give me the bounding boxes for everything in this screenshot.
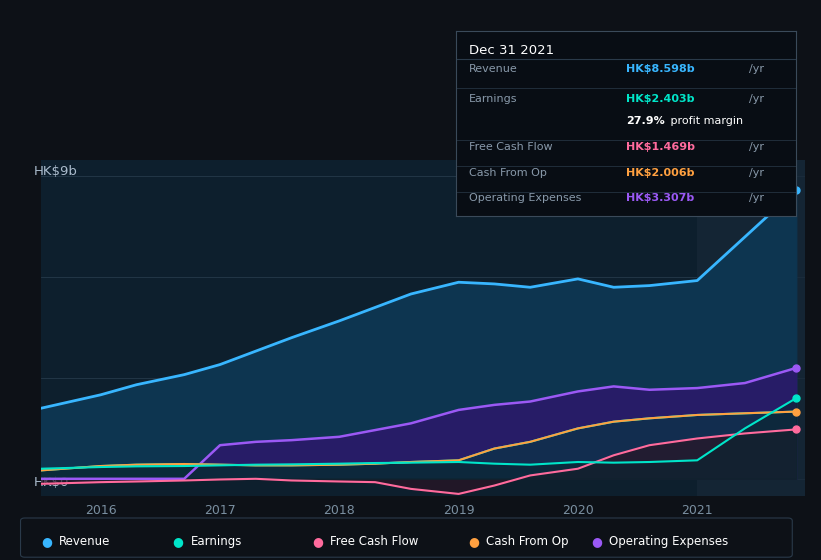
Text: Operating Expenses: Operating Expenses [470, 193, 581, 203]
Text: ●: ● [312, 535, 323, 548]
Text: Cash From Op: Cash From Op [486, 535, 568, 548]
Text: 27.9%: 27.9% [626, 116, 665, 126]
Text: HK$1.469b: HK$1.469b [626, 142, 695, 152]
Text: Earnings: Earnings [470, 94, 518, 104]
Text: Revenue: Revenue [470, 64, 518, 74]
Text: Earnings: Earnings [190, 535, 242, 548]
Text: HK$2.403b: HK$2.403b [626, 94, 695, 104]
Text: ●: ● [172, 535, 183, 548]
Text: /yr: /yr [749, 193, 764, 203]
Bar [697, 160, 805, 496]
Text: Revenue: Revenue [59, 535, 111, 548]
Text: HK$8.598b: HK$8.598b [626, 64, 695, 74]
Text: Operating Expenses: Operating Expenses [609, 535, 728, 548]
Text: /yr: /yr [749, 64, 764, 74]
Text: HK$2.006b: HK$2.006b [626, 167, 695, 178]
Text: /yr: /yr [749, 142, 764, 152]
Text: ●: ● [468, 535, 479, 548]
Text: Dec 31 2021: Dec 31 2021 [470, 44, 554, 57]
Text: HK$9b: HK$9b [34, 165, 77, 178]
Text: ●: ● [41, 535, 52, 548]
Text: Free Cash Flow: Free Cash Flow [330, 535, 419, 548]
Text: profit margin: profit margin [667, 116, 743, 126]
Text: ●: ● [591, 535, 602, 548]
Text: Cash From Op: Cash From Op [470, 167, 547, 178]
Text: Free Cash Flow: Free Cash Flow [470, 142, 553, 152]
Text: HK$0: HK$0 [34, 476, 69, 489]
Text: /yr: /yr [749, 167, 764, 178]
Text: HK$3.307b: HK$3.307b [626, 193, 695, 203]
Text: /yr: /yr [749, 94, 764, 104]
